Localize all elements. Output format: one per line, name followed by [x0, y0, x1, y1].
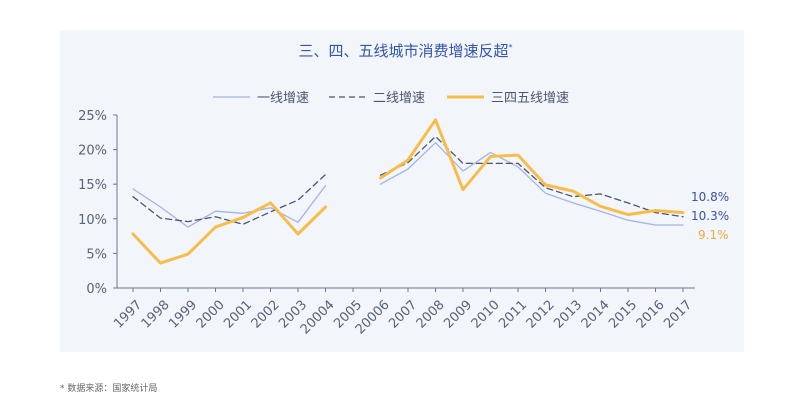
- x-tick-label: 2001: [221, 298, 255, 332]
- series-line-1-segment-2: [379, 142, 684, 226]
- y-tick-label: 10%: [78, 213, 107, 228]
- x-tick-label: 1998: [139, 298, 173, 332]
- x-tick-label: 2012: [524, 298, 558, 332]
- series-line-1-segment-1: [132, 184, 327, 228]
- x-tick-label: 1999: [166, 298, 200, 332]
- footnote: * 数据来源：国家统计局: [60, 384, 158, 394]
- y-tick-label: 15%: [78, 178, 107, 193]
- series-line-2-segment-2: [379, 135, 684, 218]
- x-tick-label: 2008: [414, 298, 448, 332]
- end-value-label: 10.3%: [691, 209, 729, 223]
- x-tick-label: 2009: [441, 298, 475, 332]
- series-line-3-segment-1: [131, 201, 327, 265]
- y-tick-label: 25%: [78, 109, 107, 124]
- chart-title: 三、四、五线城市消费增速反超*: [298, 42, 513, 60]
- end-labels: 10.8% 10.3% 9.1%: [691, 190, 729, 242]
- x-tick-label: 2010: [469, 298, 503, 332]
- y-tick-label: 5%: [86, 247, 107, 262]
- x-tick-label: 2007: [386, 298, 420, 332]
- x-tick-label: 2015: [606, 298, 640, 332]
- legend-label-1: 一线增速: [257, 91, 309, 106]
- legend-label-2: 二线增速: [373, 91, 425, 106]
- series-lines: [131, 118, 685, 265]
- axes: 0% 5% 10% 15% 20% 25% 199719981999200020012002…: [78, 109, 695, 337]
- series-line-2-segment-1: [132, 173, 327, 225]
- x-tick-label: 2011: [496, 298, 530, 332]
- y-tick-label: 0%: [86, 282, 107, 297]
- end-value-label: 10.8%: [691, 190, 729, 204]
- x-tick-label: 2016: [634, 298, 668, 332]
- x-tick-label: 2000: [194, 298, 228, 332]
- chart-panel: [60, 30, 744, 352]
- y-tick-label: 20%: [78, 144, 107, 159]
- x-tick-label: 2002: [249, 298, 283, 332]
- x-tick-label: 2013: [551, 298, 585, 332]
- series-line-3-segment-2: [379, 118, 685, 217]
- x-tick-label: 1997: [111, 298, 145, 332]
- end-value-label: 9.1%: [698, 228, 729, 242]
- legend: 一线增速 二线增速 三四五线增速: [213, 91, 569, 106]
- legend-label-3: 三四五线增速: [491, 91, 569, 106]
- x-tick-label: 2017: [661, 298, 695, 332]
- x-tick-label: 2014: [579, 298, 613, 332]
